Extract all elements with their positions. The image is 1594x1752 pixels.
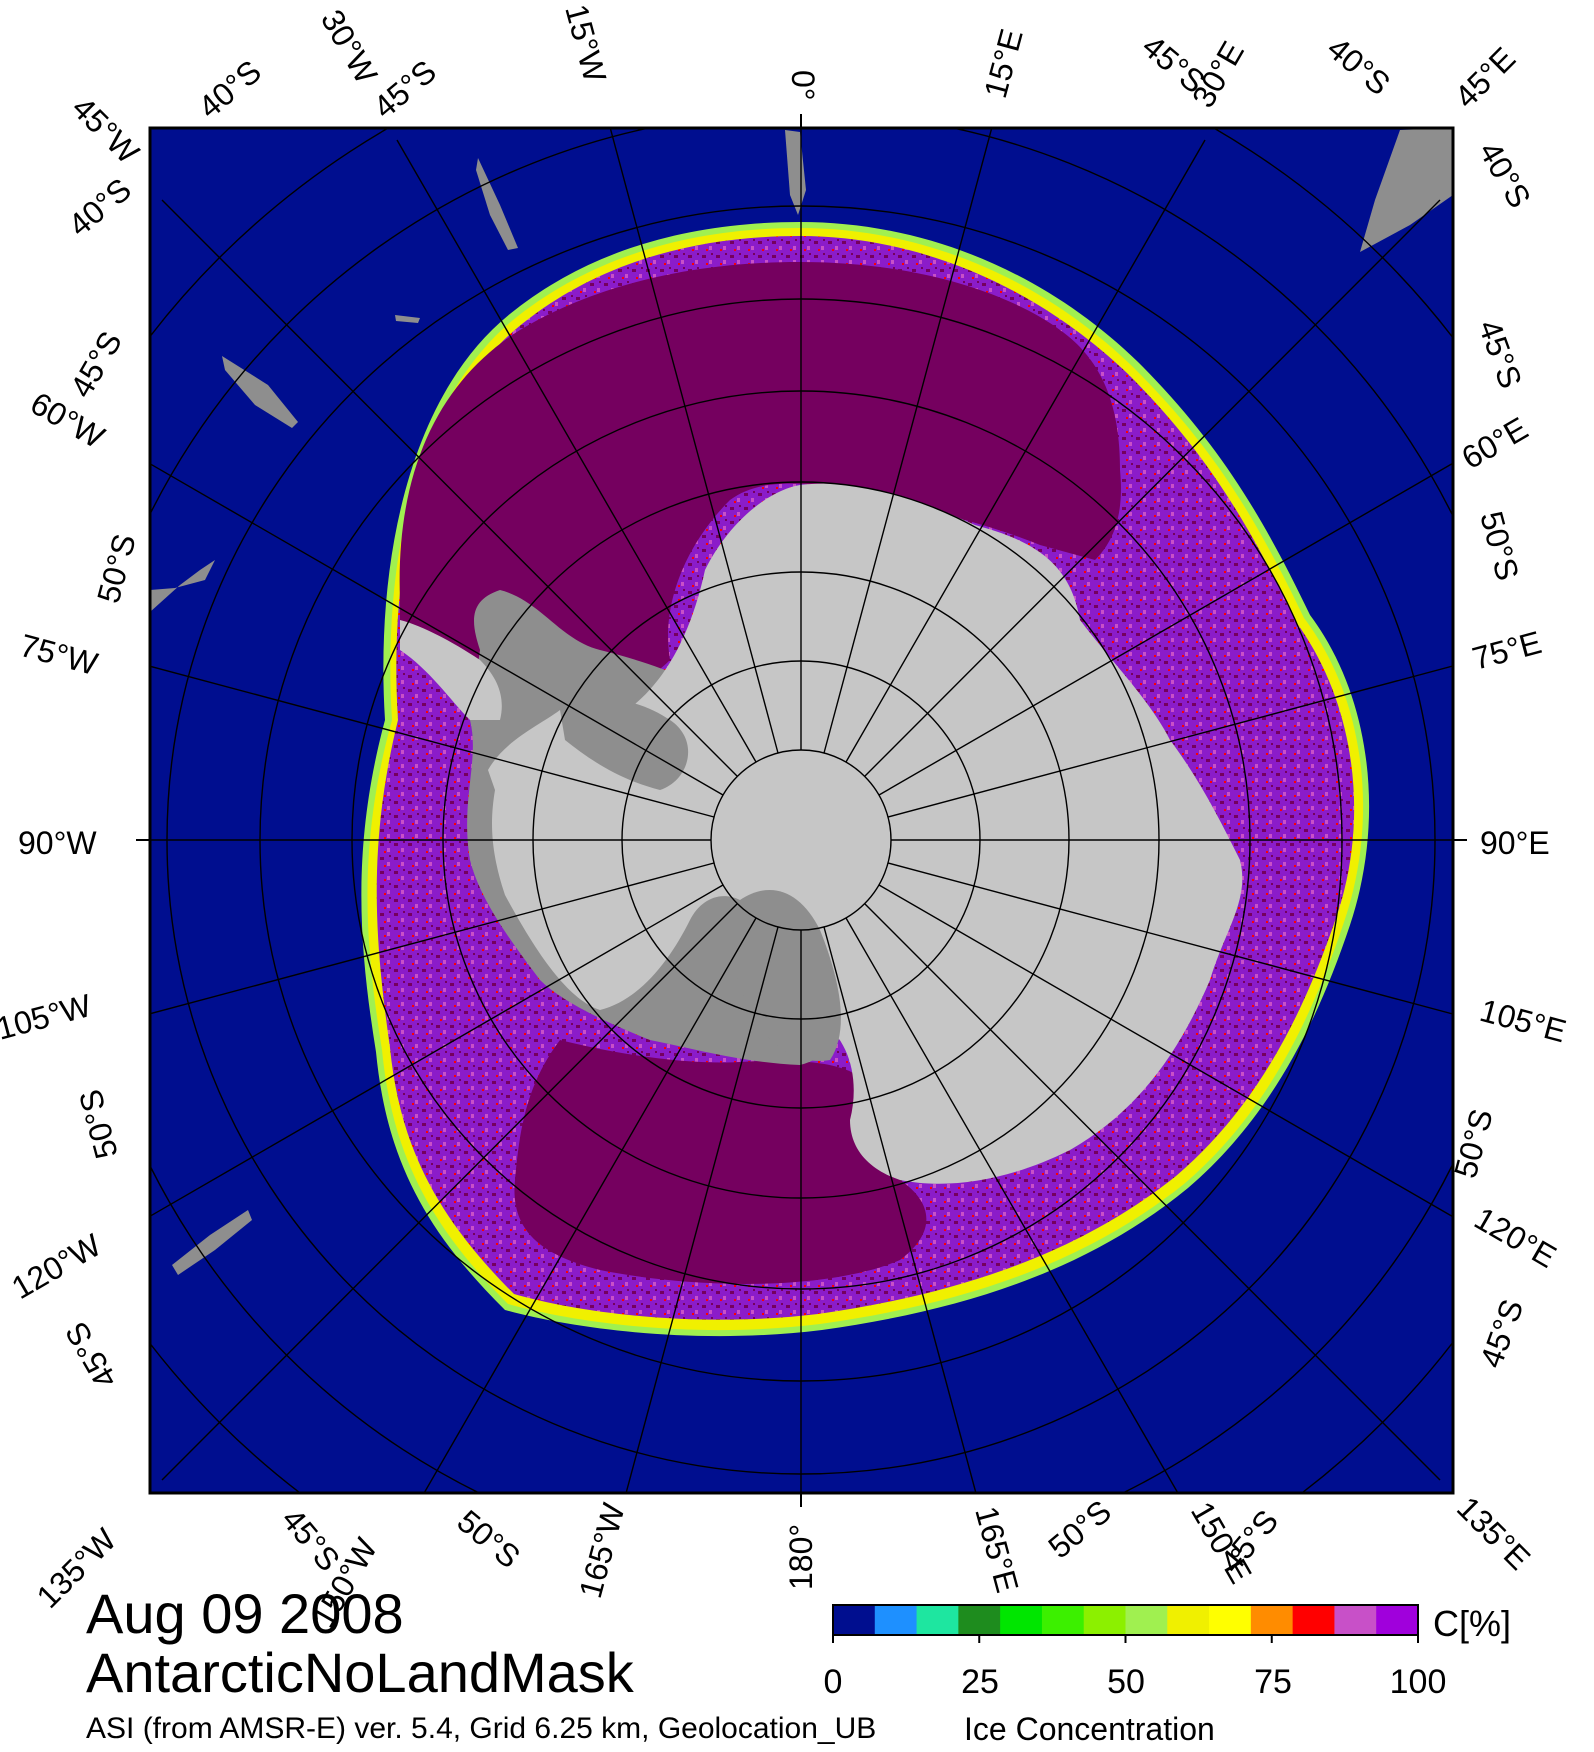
label-top-45w: 45°W [65,89,147,171]
label-right-40s: 40°S [1472,136,1538,214]
colorbar-tick-100: 100 [1390,1663,1447,1701]
label-bottom-165e: 165°E [968,1502,1025,1596]
label-left-45s-lower: 45°S [58,1316,124,1394]
label-left-50s-lower: 50°S [72,1086,125,1163]
colorbar-segment [1292,1605,1335,1635]
label-bottom-50s-right: 50°S [1041,1493,1118,1565]
south-america-tip [150,560,215,612]
label-top-45e: 45°E [1447,40,1522,115]
colorbar-segment [1209,1605,1252,1635]
source-caption: ASI (from AMSR-E) ver. 5.4, Grid 6.25 km… [86,1712,877,1745]
colorbar-segment [874,1605,918,1635]
ice-solid-ross [514,1040,927,1284]
label-top-0: 0° [785,70,821,101]
label-right-90e: 90°E [1480,825,1550,861]
antarctica-ice-sheet [488,483,1243,1184]
antarctica-peninsula [400,620,502,720]
label-bottom-165w: 165°W [572,1499,632,1602]
label-left-105w: 105°W [0,987,96,1047]
label-left-75w: 75°W [16,627,102,682]
ice-shelf-ronne [560,699,689,790]
label-right-50s-lower: 50°S [1447,1105,1500,1182]
region-title: AntarcticNoLandMask [86,1641,634,1704]
colorbar-segment [1083,1605,1126,1635]
colorbar-segment [1167,1605,1210,1635]
island-2 [476,158,518,250]
label-right-60e: 60°E [1456,410,1534,476]
colorbar-tick-50: 50 [1107,1663,1145,1701]
label-left-40s: 40°S [61,171,138,243]
label-top-15w: 15°W [558,0,613,86]
label-left-90w: 90°W [18,825,97,861]
island-6 [395,315,420,323]
label-right-105e: 105°E [1476,992,1570,1049]
colorbar-segment [1334,1605,1377,1635]
colorbar-tick-0: 0 [824,1663,843,1701]
colorbar-segment [1041,1605,1085,1635]
label-top-15e: 15°E [977,25,1030,102]
label-right-120e: 120°E [1469,1200,1563,1275]
label-bottom-50s-left: 50°S [451,1503,528,1575]
colorbar-segment [1000,1605,1043,1635]
colorbar-segment [1125,1605,1168,1635]
colorbar [832,1604,1419,1643]
colorbar-segment [1376,1605,1419,1635]
label-left-50s: 50°S [90,530,143,607]
frame-ticks [136,114,1467,1507]
colorbar-segment [833,1605,876,1635]
island-4 [1360,128,1453,252]
label-right-75e: 75°E [1468,624,1545,677]
colorbar-segment [1250,1605,1294,1635]
ice-solid-weddell [399,262,1121,698]
colorbar-tick-75: 75 [1254,1663,1292,1701]
label-bottom-180: 180° [783,1524,819,1590]
label-right-50s: 50°S [1473,507,1526,584]
label-top-40s-right: 40°S [1321,30,1398,102]
colorbar-tick-25: 25 [961,1663,999,1701]
product-caption: Ice Concentration [964,1711,1215,1747]
label-top-40s-left: 40°S [191,53,268,125]
label-right-45s: 45°S [1471,315,1529,393]
colorbar-segment [916,1605,959,1635]
label-top-30w: 30°W [314,4,385,91]
colorbar-unit: C[%] [1433,1603,1511,1644]
label-bottom-135e: 135°E [1450,1489,1537,1576]
island-5 [172,1210,252,1275]
label-left-120w: 120°W [6,1226,108,1306]
colorbar-segment [958,1605,1001,1635]
label-left-45s: 45°S [63,325,129,403]
label-right-45s-lower: 45°S [1473,1295,1531,1373]
date-title: Aug 09 2008 [86,1582,404,1645]
